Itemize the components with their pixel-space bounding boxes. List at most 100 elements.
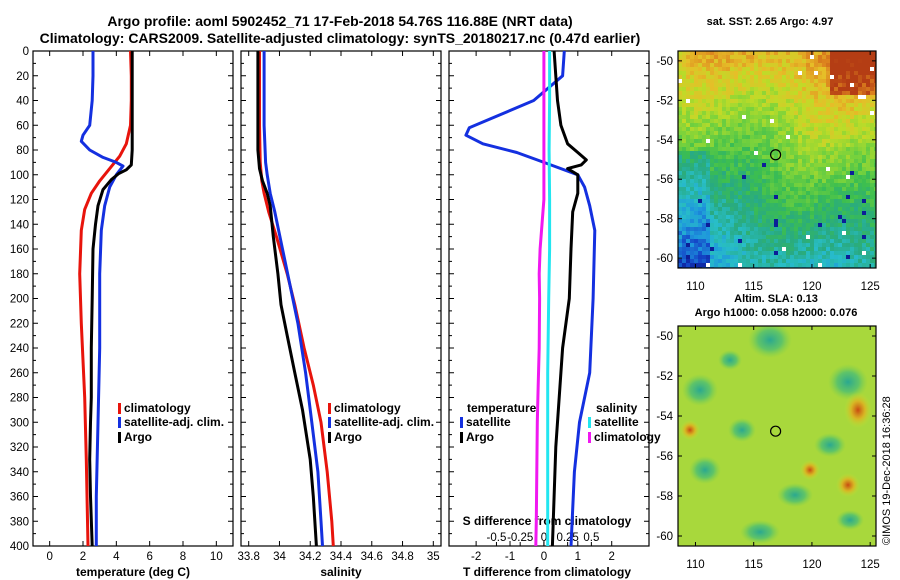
sst-cell	[838, 63, 842, 67]
sst-cell	[774, 79, 778, 83]
sst-cell	[874, 139, 876, 143]
sst-cell	[718, 51, 722, 55]
sst-cell	[714, 247, 718, 251]
sst-cell	[778, 71, 782, 75]
sst-cell	[790, 235, 794, 239]
sst-cell	[698, 111, 702, 115]
sst-cell	[678, 63, 682, 67]
sst-cell	[810, 227, 814, 231]
sst-cell	[802, 127, 806, 131]
sst-cell	[838, 71, 842, 75]
sst-cell	[810, 87, 814, 91]
sst-cell	[794, 139, 798, 143]
sst-cell	[838, 231, 842, 235]
sst-cell	[722, 227, 726, 231]
sst-cell	[818, 107, 822, 111]
sst-cell	[794, 191, 798, 195]
sst-cell	[734, 199, 738, 203]
sst-cell	[778, 99, 782, 103]
sst-cell	[842, 259, 846, 263]
sst-cell	[726, 119, 730, 123]
sst-cell	[738, 191, 742, 195]
sst-cell	[850, 139, 854, 143]
sst-cell	[702, 71, 706, 75]
sst-cell	[774, 167, 778, 171]
sst-cell	[858, 227, 862, 231]
sst-cell	[686, 99, 690, 103]
sst-cell	[730, 219, 734, 223]
sst-cell	[758, 251, 762, 255]
sst-cell	[758, 243, 762, 247]
sst-cell	[854, 251, 858, 255]
sst-cell	[706, 99, 710, 103]
legend-swatch	[588, 417, 591, 428]
sst-cell	[814, 183, 818, 187]
sst-cell	[822, 159, 826, 163]
sst-cell	[834, 87, 838, 91]
sst-cell	[734, 191, 738, 195]
sst-cell	[826, 147, 830, 151]
sst-cell	[798, 247, 802, 251]
sst-cell	[794, 215, 798, 219]
sst-cell	[850, 127, 854, 131]
sst-cell	[734, 239, 738, 243]
sst-cell	[710, 79, 714, 83]
sst-cell	[830, 151, 834, 155]
sst-cell	[714, 191, 718, 195]
sst-cell	[822, 243, 826, 247]
sst-cell	[854, 191, 858, 195]
sst-cell	[802, 167, 806, 171]
sst-cell	[754, 159, 758, 163]
sst-cell	[766, 111, 770, 115]
sst-cell	[858, 247, 862, 251]
sst-cell	[782, 251, 786, 255]
sst-cell	[822, 187, 826, 191]
sst-cell	[698, 155, 702, 159]
sst-cell	[854, 99, 858, 103]
sst-cell	[722, 79, 726, 83]
sst-cell	[734, 75, 738, 79]
sst-cell	[838, 243, 842, 247]
sst-cell	[862, 155, 866, 159]
sst-cell	[678, 183, 682, 187]
sst-cell	[790, 151, 794, 155]
sst-cell	[874, 159, 876, 163]
sst-cell	[806, 131, 810, 135]
sst-cell	[814, 243, 818, 247]
sst-cell	[690, 159, 694, 163]
sst-cell	[810, 131, 814, 135]
sst-cell	[770, 131, 774, 135]
sst-cell	[818, 151, 822, 155]
sst-cell	[710, 179, 714, 183]
sst-cell	[714, 131, 718, 135]
y-tick-label: 280	[10, 393, 29, 405]
sst-cell	[806, 139, 810, 143]
sst-cell	[678, 187, 682, 191]
sst-cell	[698, 175, 702, 179]
sst-cell	[862, 115, 866, 119]
sst-cell	[706, 251, 710, 255]
sst-cell	[806, 115, 810, 119]
sst-cell	[874, 135, 876, 139]
sst-cell	[834, 203, 838, 207]
sst-cell	[842, 187, 846, 191]
sst-cell	[758, 119, 762, 123]
sst-cell	[814, 191, 818, 195]
sst-cell	[686, 175, 690, 179]
sst-cell	[742, 143, 746, 147]
sst-cell	[730, 99, 734, 103]
sst-cell	[766, 219, 770, 223]
sst-cell	[710, 163, 714, 167]
sst-cell	[750, 91, 754, 95]
sst-cell	[874, 163, 876, 167]
sst-cell	[862, 95, 866, 99]
sst-cell	[838, 219, 842, 223]
sst-cell	[730, 111, 734, 115]
sst-cell	[782, 111, 786, 115]
sst-cell	[734, 251, 738, 255]
sst-cell	[698, 83, 702, 87]
sst-cell	[678, 259, 682, 263]
x-tick-label: 34.6	[361, 551, 383, 563]
sst-cell	[866, 191, 870, 195]
sst-cell	[754, 147, 758, 151]
